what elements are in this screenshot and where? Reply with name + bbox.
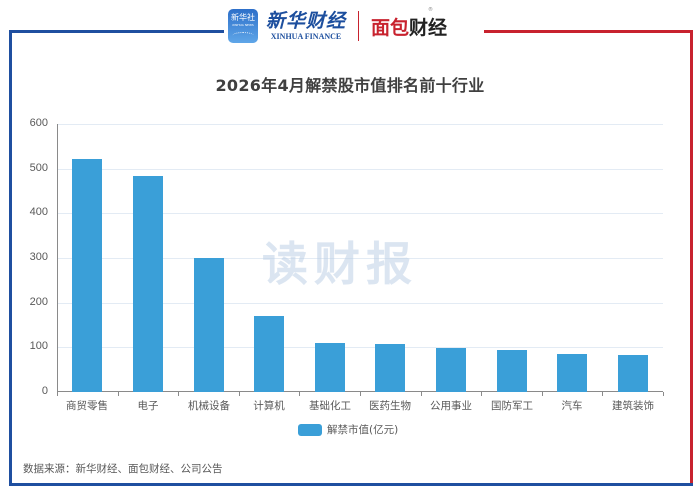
gridline [57, 213, 663, 214]
gridline [57, 124, 663, 125]
x-category-label: 计算机 [253, 400, 285, 412]
logo-divider [358, 11, 360, 41]
header-logos: 新华社 XINHUA NEWS 新华财经 XINHUA FINANCE 面包财经… [224, 4, 484, 48]
y-tick-label: 600 [29, 117, 48, 129]
data-source-note: 数据来源：新华财经、面包财经、公司公告 [23, 463, 223, 475]
bar-7[interactable] [497, 350, 527, 392]
mianbao-red-text: 面包 [371, 16, 410, 39]
gridline [57, 258, 663, 259]
x-category-label: 基础化工 [309, 400, 351, 412]
x-axis-line [57, 391, 663, 392]
frame-bottom-line [9, 483, 693, 486]
frame-top-left-line [9, 30, 224, 33]
gridline [57, 169, 663, 170]
x-category-label: 机械设备 [188, 400, 230, 412]
legend-label: 解禁市值(亿元) [327, 424, 399, 436]
y-tick-label: 500 [29, 162, 48, 174]
y-axis-line [57, 124, 58, 392]
mianbao-dark-text: 财经 [409, 16, 448, 39]
x-tick [178, 392, 179, 396]
x-category-label: 建筑装饰 [612, 400, 654, 412]
legend[interactable]: 解禁市值(亿元) [298, 422, 398, 437]
bar-0[interactable] [72, 159, 102, 392]
x-category-label: 商贸零售 [66, 400, 108, 412]
x-category-label: 医药生物 [369, 400, 411, 412]
bar-8[interactable] [557, 354, 587, 392]
x-tick [602, 392, 603, 396]
x-category-label: 电子 [137, 400, 159, 412]
network-dots-icon [232, 32, 254, 40]
bar-5[interactable] [375, 343, 405, 392]
legend-swatch [298, 423, 322, 436]
x-tick [360, 392, 361, 396]
bar-2[interactable] [194, 257, 224, 392]
gridline [57, 303, 663, 304]
x-tick [542, 392, 543, 396]
frame-right-line [690, 30, 693, 486]
bar-3[interactable] [254, 315, 284, 392]
xinhua-finance-cn: 新华财经 [266, 10, 347, 32]
xinhua-finance-logo: 新华财经 XINHUA FINANCE [266, 10, 346, 42]
y-tick-label: 200 [29, 296, 48, 308]
chart-title: 2026年4月解禁股市值排名前十行业 [215, 76, 485, 95]
app-logo-sub: XINHUA NEWS [232, 23, 254, 27]
x-category-label: 公用事业 [430, 400, 472, 412]
registered-mark: ® [428, 6, 434, 13]
y-tick-label: 300 [29, 251, 48, 263]
bar-1[interactable] [133, 175, 163, 392]
x-tick [57, 392, 58, 396]
xinhua-app-logo-icon: 新华社 XINHUA NEWS [228, 9, 258, 43]
mianbao-finance-logo: 面包财经 ® [371, 7, 448, 40]
x-tick [299, 392, 300, 396]
x-tick [481, 392, 482, 396]
frame-left-line [9, 30, 12, 486]
y-tick-label: 400 [29, 206, 48, 218]
x-tick [663, 392, 664, 396]
xinhua-finance-en: XINHUA FINANCE [270, 32, 342, 41]
y-tick-label: 100 [29, 340, 48, 352]
x-tick [118, 392, 119, 396]
bar-6[interactable] [436, 348, 466, 392]
x-category-label: 国防军工 [491, 400, 533, 412]
gridline [57, 347, 663, 348]
y-tick-label: 0 [41, 385, 48, 397]
x-tick [421, 392, 422, 396]
app-logo-text: 新华社 [231, 13, 255, 22]
x-tick [239, 392, 240, 396]
bar-9[interactable] [618, 354, 648, 392]
frame-top-right-line [484, 30, 693, 33]
bar-4[interactable] [315, 342, 345, 392]
watermark: 读财报 [262, 237, 418, 291]
x-category-label: 汽车 [561, 400, 583, 412]
